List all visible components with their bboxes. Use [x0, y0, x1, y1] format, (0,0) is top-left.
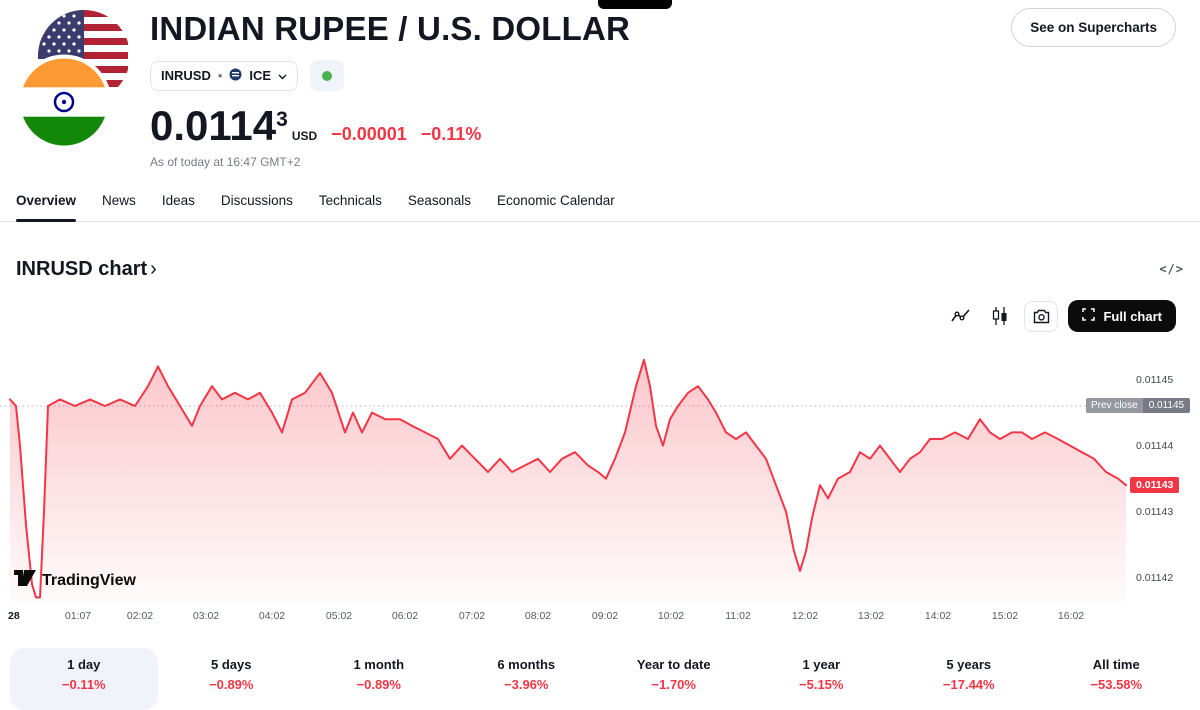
code-icon[interactable]: </> [1159, 262, 1184, 276]
candlestick-icon[interactable] [986, 302, 1014, 330]
period-change: −0.11% [61, 677, 106, 692]
time-axis-label: 16:02 [1057, 610, 1085, 622]
period-year-to-date[interactable]: Year to date −1.70% [600, 648, 748, 710]
camera-icon[interactable] [1024, 300, 1059, 332]
period-1-day[interactable]: 1 day −0.11% [10, 648, 158, 710]
period-5-years[interactable]: 5 years −17.44% [895, 648, 1043, 710]
price-axis-label: 0.01145 [1136, 373, 1174, 386]
price-axis[interactable]: 0.01145 0.01144 0.01143 0.01142 [1130, 340, 1200, 604]
fullscreen-icon [1082, 308, 1096, 324]
chevron-right-icon: › [150, 257, 157, 280]
time-axis-label: 14:02 [924, 610, 952, 622]
time-axis-label: 28 [8, 610, 20, 622]
period-label: 6 months [497, 657, 556, 672]
price-change: −0.00001 [331, 124, 407, 144]
ice-exchange-icon [229, 68, 242, 84]
full-chart-label: Full chart [1103, 308, 1162, 324]
time-axis-label: 11:02 [725, 610, 751, 622]
time-axis-label: 04:02 [258, 610, 286, 622]
period-change: −3.96% [504, 677, 549, 692]
tradingview-label: TradingView [42, 571, 136, 589]
period-change: −53.58% [1090, 677, 1143, 692]
separator-dot: • [217, 68, 223, 83]
symbol-header: INDIAN RUPEE / U.S. DOLLAR INRUSD • ICE … [0, 0, 1200, 170]
symbol-tabs: Overview News Ideas Discussions Technica… [0, 182, 1200, 222]
period-label: Year to date [636, 657, 711, 672]
tab-economic-calendar[interactable]: Economic Calendar [496, 193, 615, 208]
last-price-superscript: 3 [276, 108, 288, 131]
symbol-label: INRUSD [161, 68, 211, 83]
period-label: 1 year [802, 657, 841, 672]
period-label: All time [1092, 657, 1140, 672]
area-chart-icon[interactable] [946, 302, 976, 330]
last-price: 0.0114 [150, 102, 277, 149]
period-label: 5 years [946, 657, 992, 672]
market-open-dot [322, 70, 333, 81]
price-change-percent: −0.11% [420, 124, 482, 144]
symbol-switcher[interactable]: INRUSD • ICE [150, 60, 299, 91]
period-change: −17.44% [942, 677, 995, 692]
time-axis-label: 03:02 [192, 610, 220, 622]
time-axis[interactable]: 28 01:07 02:02 03:02 04:02 05:02 06:02 07:02 08:… [0, 608, 1128, 628]
time-axis-label: 01:07 [64, 610, 92, 622]
full-chart-button[interactable]: Full chart [1068, 300, 1176, 332]
period-performance-bar: 1 day −0.11% 5 days −0.89% 1 month −0.89… [10, 648, 1190, 710]
as-of-timestamp: As of today at 16:47 GMT+2 [150, 155, 301, 169]
time-axis-label: 15:02 [991, 610, 1019, 622]
time-axis-label: 05:02 [325, 610, 353, 622]
price-axis-label: 0.01142 [1136, 571, 1174, 584]
period-change: −0.89% [356, 677, 401, 692]
period-label: 1 day [67, 657, 101, 672]
tab-news[interactable]: News [102, 193, 136, 208]
price-row: 0.0114 3 USD −0.00001 −0.11% [150, 105, 630, 147]
chart-area-fill [10, 359, 1126, 604]
time-axis-label: 09:02 [591, 610, 619, 622]
tab-ideas[interactable]: Ideas [161, 193, 195, 208]
pair-flag-icon [16, 8, 130, 150]
period-label: 5 days [211, 657, 252, 672]
prev-close-badge-label: Prev close [1086, 398, 1143, 413]
time-axis-label: 13:02 [857, 610, 885, 622]
period-1-year[interactable]: 1 year −5.15% [748, 648, 896, 710]
period-all-time[interactable]: All time −53.58% [1043, 648, 1191, 710]
period-6-months[interactable]: 6 months −3.96% [453, 648, 601, 710]
page-title: INDIAN RUPEE / U.S. DOLLAR [150, 10, 631, 47]
chart-toolbar: Full chart [16, 298, 1176, 334]
tradingview-watermark[interactable]: TradingView [14, 570, 136, 591]
chart-line [9, 358, 1127, 599]
chart-section-title[interactable]: INRUSD chart [16, 257, 148, 280]
time-axis-label: 07:02 [458, 610, 486, 622]
tab-seasonals[interactable]: Seasonals [407, 193, 471, 208]
currency-label: USD [291, 129, 318, 143]
time-axis-label: 08:02 [524, 610, 552, 622]
period-change: −0.89% [209, 677, 254, 692]
chevron-down-icon [278, 68, 287, 83]
period-1-month[interactable]: 1 month −0.89% [305, 648, 453, 710]
period-5-days[interactable]: 5 days −0.89% [158, 648, 306, 710]
see-on-supercharts-button[interactable]: See on Supercharts [1011, 8, 1176, 47]
market-status-button[interactable] [310, 60, 345, 91]
tradingview-logo-icon [14, 570, 36, 591]
prev-close-badge: Prev close 0.01145 [1086, 398, 1191, 413]
time-axis-label: 02:02 [126, 610, 154, 622]
top-black-bar [598, 0, 672, 9]
price-chart[interactable]: 0.01145 0.01144 0.01143 0.01142 Prev close … [0, 340, 1200, 630]
time-axis-label: 10:02 [657, 610, 685, 622]
tab-technicals[interactable]: Technicals [318, 193, 382, 208]
period-change: −1.70% [651, 677, 696, 692]
last-price-badge: 0.01143 [1130, 477, 1180, 494]
tab-overview[interactable]: Overview [16, 193, 77, 222]
time-axis-label: 06:02 [391, 610, 419, 622]
price-axis-label: 0.01144 [1136, 439, 1174, 452]
period-change: −5.15% [799, 677, 844, 692]
period-label: 1 month [353, 657, 405, 672]
tab-discussions[interactable]: Discussions [220, 193, 293, 208]
exchange-label: ICE [249, 68, 272, 83]
time-axis-label: 12:02 [791, 610, 819, 622]
prev-close-badge-value: 0.01145 [1142, 398, 1191, 413]
price-axis-label: 0.01143 [1136, 505, 1174, 518]
